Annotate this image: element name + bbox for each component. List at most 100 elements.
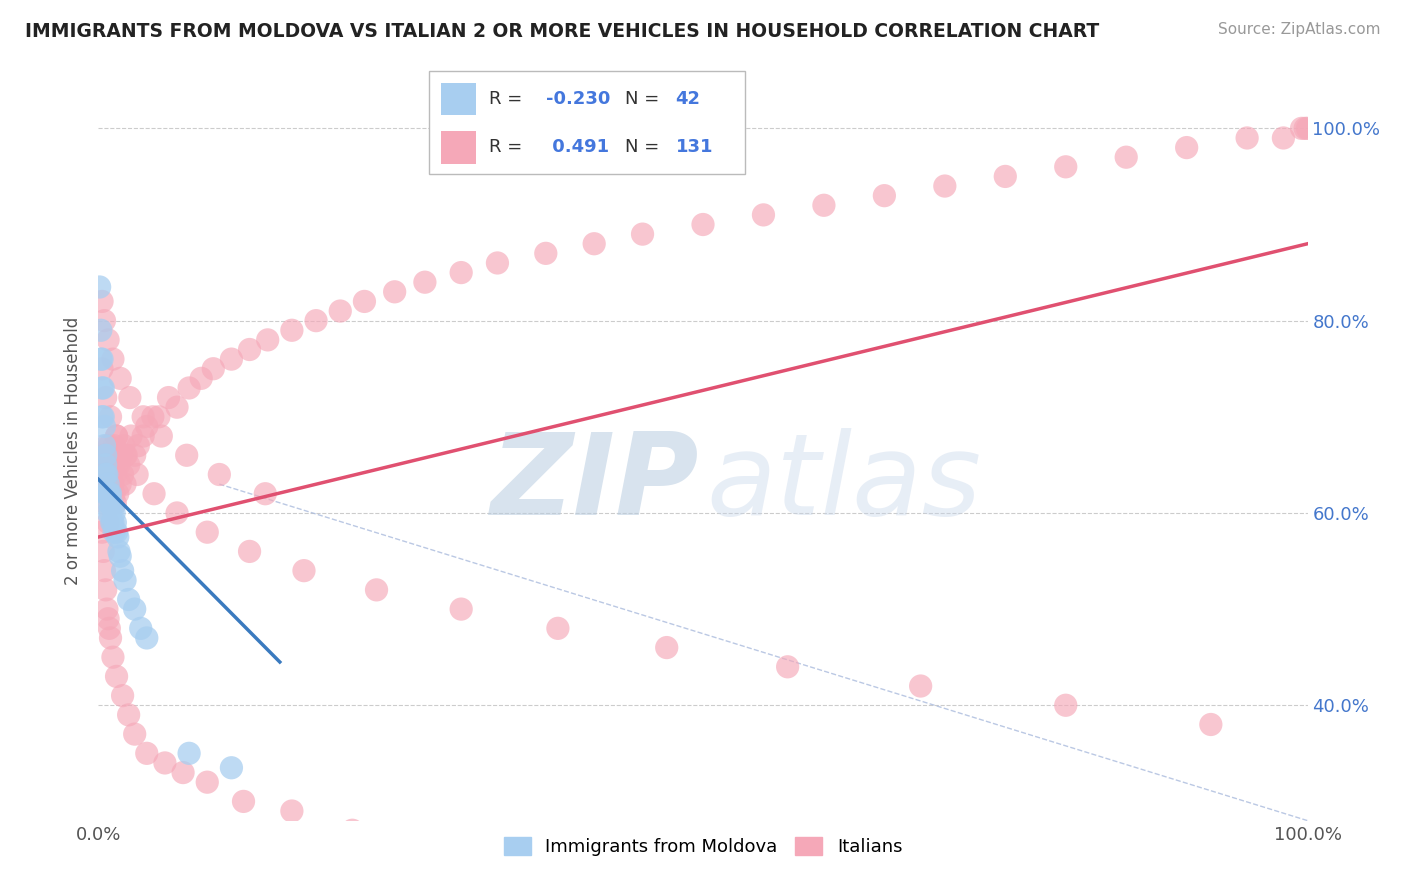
Point xyxy=(111,689,134,703)
Point xyxy=(110,448,132,462)
Point xyxy=(96,487,118,501)
Point xyxy=(111,467,134,482)
Point xyxy=(1236,131,1258,145)
Point xyxy=(101,501,124,516)
Text: R =: R = xyxy=(489,138,527,156)
Point xyxy=(135,419,157,434)
Point xyxy=(342,823,364,838)
Point xyxy=(534,246,557,260)
Text: 0.491: 0.491 xyxy=(546,138,609,156)
Point xyxy=(148,409,170,424)
Point xyxy=(150,429,173,443)
Point xyxy=(94,582,117,597)
Point xyxy=(108,544,131,558)
Point xyxy=(1294,121,1316,136)
Point xyxy=(910,679,932,693)
Point xyxy=(120,429,142,443)
Point xyxy=(105,429,128,443)
Point xyxy=(221,761,243,775)
Point xyxy=(256,333,278,347)
Point xyxy=(1115,150,1137,164)
Point xyxy=(583,236,606,251)
Point xyxy=(97,477,120,491)
Point xyxy=(776,660,799,674)
Point xyxy=(221,352,243,367)
Point xyxy=(124,448,146,462)
Point xyxy=(1199,717,1222,731)
Point xyxy=(105,669,128,683)
Point xyxy=(100,506,122,520)
Text: IMMIGRANTS FROM MOLDOVA VS ITALIAN 2 OR MORE VEHICLES IN HOUSEHOLD CORRELATION C: IMMIGRANTS FROM MOLDOVA VS ITALIAN 2 OR … xyxy=(25,22,1099,41)
Point xyxy=(91,294,114,309)
Point xyxy=(115,448,138,462)
Point xyxy=(91,467,114,482)
Point xyxy=(97,612,120,626)
Point xyxy=(1054,160,1077,174)
Text: 131: 131 xyxy=(676,138,713,156)
Point xyxy=(135,631,157,645)
Point xyxy=(692,218,714,232)
Point xyxy=(112,439,135,453)
Point xyxy=(486,256,509,270)
Point xyxy=(93,564,115,578)
Point xyxy=(239,544,262,558)
Point xyxy=(91,448,114,462)
Text: ZIP: ZIP xyxy=(491,428,699,540)
Point xyxy=(97,487,120,501)
Point xyxy=(366,582,388,597)
Point xyxy=(118,592,141,607)
Point xyxy=(1054,698,1077,713)
Point xyxy=(1291,121,1313,136)
FancyBboxPatch shape xyxy=(441,131,477,163)
Point xyxy=(94,487,117,501)
FancyBboxPatch shape xyxy=(429,71,745,174)
Point xyxy=(1296,121,1319,136)
Point xyxy=(98,439,121,453)
Point xyxy=(104,516,127,530)
Point xyxy=(547,621,569,635)
Point xyxy=(101,477,124,491)
Point xyxy=(90,323,112,337)
Point xyxy=(91,381,114,395)
Point xyxy=(450,602,472,616)
Point xyxy=(166,506,188,520)
Point xyxy=(281,804,304,818)
Point xyxy=(353,294,375,309)
Point xyxy=(655,640,678,655)
Point xyxy=(118,391,141,405)
Point xyxy=(239,343,262,357)
Point xyxy=(104,496,127,510)
Point xyxy=(108,371,131,385)
Point xyxy=(100,458,122,472)
Point xyxy=(704,862,727,876)
Point xyxy=(825,871,848,886)
Point xyxy=(93,439,115,453)
Point xyxy=(143,487,166,501)
Point xyxy=(413,833,436,847)
Point xyxy=(100,467,122,482)
Point xyxy=(100,516,122,530)
Point xyxy=(153,756,176,770)
Point xyxy=(1102,890,1125,892)
Point xyxy=(96,602,118,616)
Point xyxy=(97,477,120,491)
Legend: Immigrants from Moldova, Italians: Immigrants from Moldova, Italians xyxy=(496,830,910,863)
Point xyxy=(93,477,115,491)
Point xyxy=(118,707,141,722)
Point xyxy=(172,765,194,780)
Point xyxy=(179,747,201,761)
Text: -0.230: -0.230 xyxy=(546,90,610,108)
Point xyxy=(176,448,198,462)
Point xyxy=(232,794,254,808)
Point xyxy=(132,409,155,424)
Point xyxy=(101,650,124,665)
Point xyxy=(94,496,117,510)
Point xyxy=(124,727,146,741)
Point xyxy=(93,419,115,434)
Point xyxy=(108,549,131,564)
Point xyxy=(105,458,128,472)
Point xyxy=(450,266,472,280)
Point xyxy=(94,467,117,482)
Point xyxy=(413,275,436,289)
Point xyxy=(96,458,118,472)
